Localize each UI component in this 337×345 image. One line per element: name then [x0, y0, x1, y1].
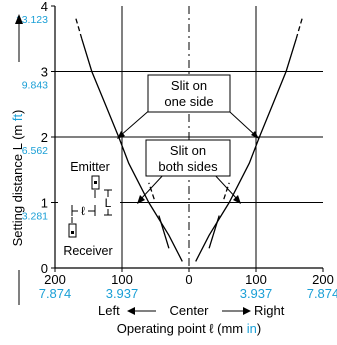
series-both-sides-right-solid	[208, 215, 220, 249]
x-axis-title-unit: in	[247, 321, 257, 336]
y-axis-title: Setting distance L (m ft)	[10, 14, 25, 305]
setup-inset: Emitter L ℓ Receiver	[58, 158, 120, 262]
callout-both-sides: Slit on both sides	[137, 139, 241, 204]
series-one-side-right-solid	[195, 38, 297, 262]
x-direction-right: Right	[254, 303, 285, 318]
series-one-side-left-solid	[81, 38, 183, 262]
receiver-icon	[68, 223, 77, 238]
callout-one-side-line2: one side	[164, 94, 213, 109]
y-axis-arrow-icon	[15, 14, 23, 24]
callout-one-side-box	[147, 74, 231, 113]
callout-arrow-icon	[233, 195, 241, 204]
arrow-right-icon	[243, 307, 251, 315]
y-axis-title-main: Setting distance L (m	[10, 121, 25, 246]
y-tick-label-ft: 3.281	[22, 211, 48, 223]
x-tick-label: 0	[185, 272, 192, 287]
x-axis-title-close: )	[257, 321, 261, 336]
x-tick-label-inch: 3.937	[240, 286, 273, 301]
x-tick-label-inch: 7.874	[39, 286, 72, 301]
series-both-sides-left-dashed	[148, 182, 155, 200]
callout-arrow-icon	[117, 131, 125, 139]
inset-background	[58, 158, 120, 262]
x-axis-title-main: Operating point ℓ (mm	[117, 321, 247, 336]
series-one-side-left-dashed	[74, 15, 83, 39]
receiver-label: Receiver	[63, 244, 112, 258]
y-tick-label: 1	[41, 196, 48, 211]
x-direction-center: Center	[169, 303, 209, 318]
y-tick-label: 4	[41, 0, 48, 14]
x-tick-label: 200	[44, 272, 66, 287]
callout-both-sides-box	[145, 139, 231, 177]
tick-labels: 013.28126.56239.843413.1232007.8741003.9…	[16, 0, 337, 301]
callout-both-sides-line2: both sides	[158, 159, 218, 174]
y-tick-label: 3	[41, 65, 48, 80]
series-one-side-right-dashed	[295, 15, 304, 39]
y-tick-label-ft: 9.843	[22, 80, 48, 92]
x-tick-label: 200	[312, 272, 334, 287]
inset-l-symbol: ℓ	[81, 204, 85, 218]
y-axis-title-unit: ft	[10, 114, 25, 122]
y-tick-label-ft: 13.123	[16, 14, 48, 26]
callout-arrow-icon	[137, 195, 145, 204]
callout-arrow-icon	[251, 131, 259, 139]
callout-both-sides-line1: Slit on	[170, 143, 206, 158]
curves	[74, 15, 304, 262]
x-tick-label-inch: 7.874	[307, 286, 337, 301]
emitter-label: Emitter	[70, 160, 110, 174]
x-axis-title: Operating point ℓ (mm in)	[117, 321, 261, 336]
y-tick-label: 2	[41, 130, 48, 145]
x-direction-left: Left	[98, 303, 120, 318]
y-tick-label-ft: 6.562	[22, 145, 48, 157]
y-axis-title-close: )	[10, 110, 25, 114]
callout-one-side: Slit on one side	[117, 74, 259, 139]
x-tick-label-inch: 3.937	[106, 286, 139, 301]
emitter-icon	[91, 175, 100, 190]
x-direction-labels: Left Center Right	[98, 303, 285, 318]
arrow-left-icon	[127, 307, 135, 315]
callout-one-side-line1: Slit on	[171, 78, 207, 93]
inset-L-symbol: L	[105, 196, 112, 210]
series-both-sides-right-dashed	[223, 182, 230, 200]
axes	[51, 5, 324, 272]
x-tick-label: 100	[245, 272, 267, 287]
x-tick-label: 100	[111, 272, 133, 287]
series-both-sides-left-solid	[158, 215, 170, 249]
y-tick-label: 0	[41, 261, 48, 276]
svg-text:Setting distance L (m ft): Setting distance L (m ft)	[10, 110, 25, 247]
